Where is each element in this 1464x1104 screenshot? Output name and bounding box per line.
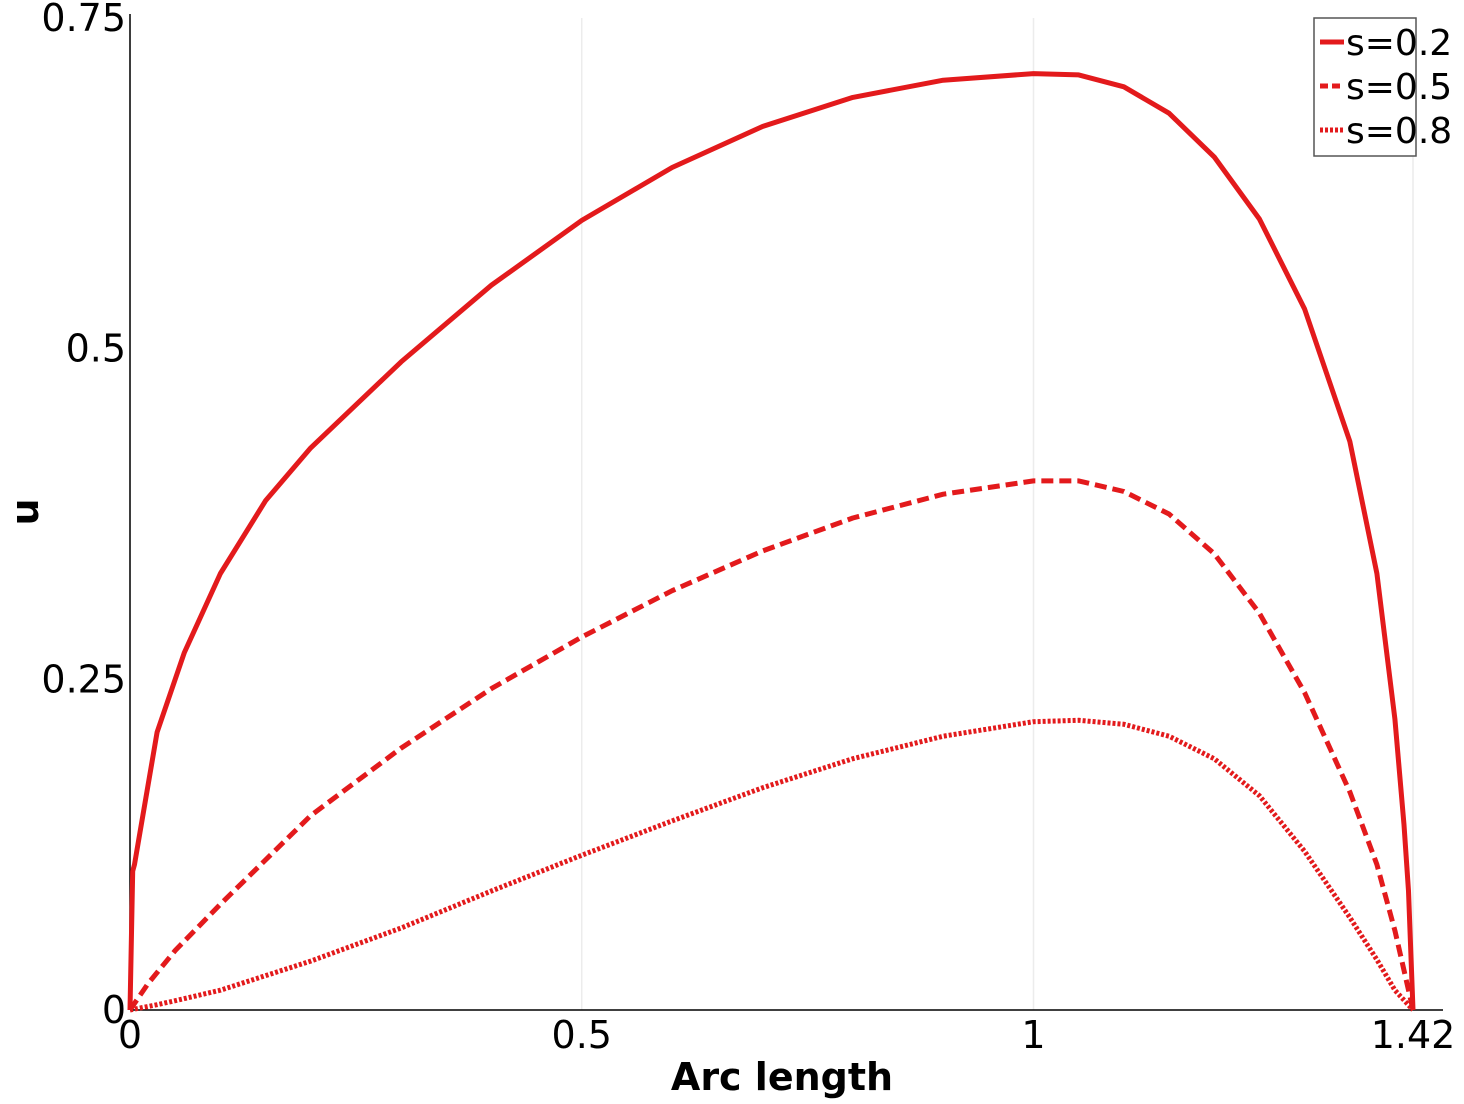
series-line-s-0-8 — [129, 717, 1415, 1013]
y-axis-title: u — [3, 498, 47, 525]
x-axis-title: Arc length — [671, 1055, 893, 1099]
x-tick-label: 1 — [1021, 1013, 1045, 1057]
x-tick-label: 1.42 — [1371, 1013, 1456, 1057]
y-tick-label: 0 — [102, 988, 126, 1032]
x-tick-label: 0.5 — [552, 1013, 612, 1057]
legend-label: s=0.2 — [1346, 23, 1452, 64]
series-line-s-0-2 — [127, 71, 1416, 1011]
axes — [129, 14, 1443, 1011]
y-tick-label: 0.75 — [41, 0, 126, 40]
legend-label: s=0.8 — [1346, 111, 1452, 152]
y-tick-label: 0.5 — [66, 327, 126, 371]
legend-label: s=0.5 — [1346, 67, 1452, 108]
series-line-s-0-5 — [127, 478, 1416, 1012]
x-tick-label: 0 — [118, 1013, 142, 1057]
tick-labels: 0 0.5 1 1.42 0 0.25 0.5 0.75 — [41, 0, 1455, 1057]
y-tick-label: 0.25 — [41, 657, 126, 701]
legend: s=0.2s=0.5s=0.8 — [1313, 17, 1452, 157]
data-series — [127, 71, 1416, 1013]
